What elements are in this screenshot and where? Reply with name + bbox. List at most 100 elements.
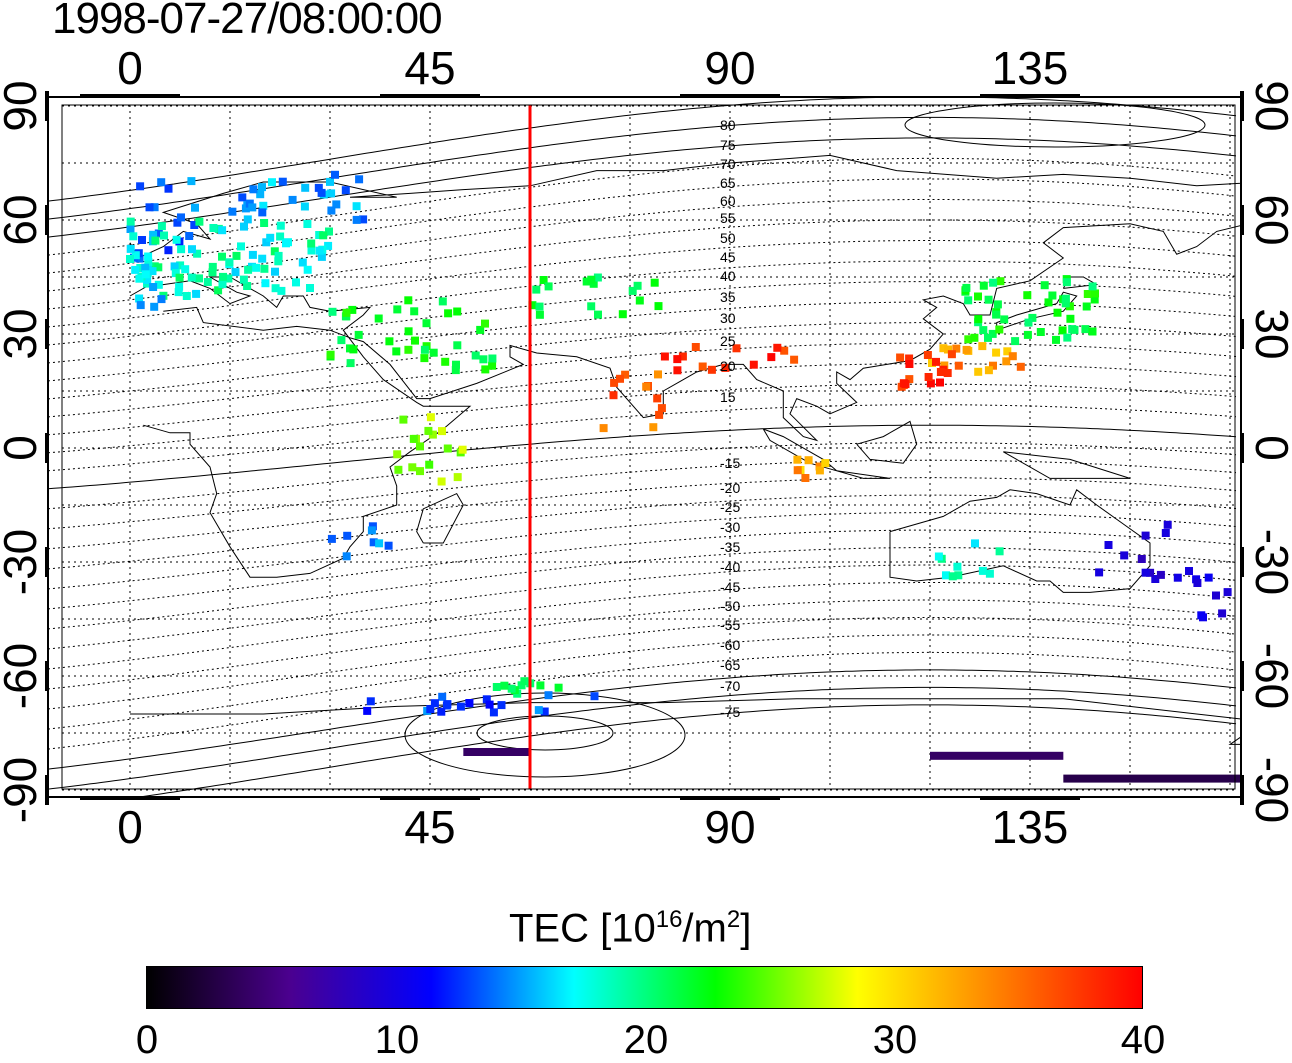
frame-tick — [1240, 433, 1244, 463]
frame-tick — [380, 94, 480, 98]
tec-cell — [404, 296, 412, 304]
latitude-labels-right: 9060300-30-60-90 — [1246, 80, 1292, 823]
tec-cell — [699, 363, 707, 371]
tec-cell — [191, 204, 199, 212]
tec-cell — [651, 279, 659, 287]
magnetic-latitude-label: -65 — [720, 657, 740, 673]
latitude-tick-label: -60 — [1246, 643, 1292, 709]
tec-cell — [444, 309, 452, 317]
magnetic-latitude-contour — [48, 405, 1236, 471]
tec-cell — [204, 278, 212, 286]
tec-cell — [181, 265, 189, 273]
tec-cell — [653, 394, 661, 402]
colorbar-tick-label: 30 — [873, 1018, 918, 1063]
tec-cell — [924, 351, 932, 359]
coastline — [837, 471, 890, 479]
tec-cell — [149, 283, 157, 291]
tec-cell — [129, 232, 137, 240]
magnetic-latitude-label: -55 — [720, 617, 740, 633]
tec-cell — [805, 456, 813, 464]
tec-cell — [995, 326, 1003, 334]
tec-cell — [136, 182, 144, 190]
tec-cell — [355, 175, 363, 183]
colorbar-tick-label: 0 — [136, 1018, 158, 1063]
magnetic-latitude-contour — [48, 117, 1236, 219]
tec-cell — [1205, 574, 1213, 582]
magnetic-latitude-contour — [48, 530, 1236, 609]
longitude-tick-label: 90 — [704, 42, 755, 94]
tec-cell — [587, 276, 595, 284]
tec-cell — [486, 701, 494, 709]
tec-cell — [219, 273, 227, 281]
tec-cell — [443, 700, 451, 708]
tec-data-cells — [126, 163, 1292, 783]
tec-cell — [1009, 352, 1017, 360]
tec-cell — [1025, 319, 1033, 327]
tec-cell — [438, 478, 446, 486]
tec-cell — [974, 315, 982, 323]
tec-cell — [277, 222, 285, 230]
tec-cell — [160, 232, 168, 240]
tec-cell — [1045, 298, 1053, 306]
tec-cell — [1000, 315, 1008, 323]
tec-cell — [282, 239, 290, 247]
tec-cell — [375, 539, 383, 547]
tec-cell — [256, 190, 264, 198]
tec-cell — [902, 380, 910, 388]
tec-cell — [793, 456, 801, 464]
tec-cell — [1071, 326, 1079, 334]
coastline — [130, 687, 1292, 744]
frame-tick — [380, 796, 480, 800]
tec-cell — [252, 264, 260, 272]
tec-cell — [1193, 579, 1201, 587]
tec-cell — [1174, 574, 1182, 582]
tec-cell — [1052, 336, 1060, 344]
tec-cell — [441, 358, 449, 366]
tec-cell — [244, 266, 252, 274]
tec-cell — [237, 242, 245, 250]
tec-cell — [1197, 611, 1205, 619]
tec-cell — [1023, 291, 1031, 299]
tec-cell — [479, 355, 487, 363]
tec-cell — [673, 366, 681, 374]
tec-cell — [392, 347, 400, 355]
tec-cell — [992, 349, 1000, 357]
magnetic-latitude-label: -60 — [720, 637, 740, 653]
tec-cell — [1162, 529, 1170, 537]
magnetic-latitude-contour — [48, 652, 1236, 749]
tec-cell — [353, 202, 361, 210]
tec-cell — [896, 354, 904, 362]
frame-tick — [1240, 661, 1244, 691]
tec-cell — [708, 366, 716, 374]
tec-cell — [275, 252, 283, 260]
tec-cell — [158, 222, 166, 230]
tec-cell — [209, 224, 217, 232]
tec-cell — [342, 186, 350, 194]
tec-cell — [258, 255, 266, 263]
tec-cell — [453, 341, 461, 349]
tec-cell — [463, 748, 530, 756]
tec-cell — [233, 252, 241, 260]
tec-cell — [126, 255, 134, 263]
tec-cell — [329, 308, 337, 316]
tec-cell — [138, 236, 146, 244]
magnetic-latitude-label: -70 — [720, 678, 740, 694]
magnetic-latitude-label: 55 — [720, 210, 736, 226]
tec-cell — [1271, 595, 1279, 603]
tec-cell — [375, 315, 383, 323]
tec-cell — [439, 297, 447, 305]
tec-cell — [1084, 290, 1092, 298]
magnetic-latitude-label: -75 — [720, 704, 740, 720]
tec-cell — [416, 467, 424, 475]
tec-cell — [410, 435, 418, 443]
tec-cell — [984, 334, 992, 342]
tec-cell — [183, 292, 191, 300]
tec-cell — [536, 311, 544, 319]
tec-cell — [629, 287, 637, 295]
tec-cell — [165, 185, 173, 193]
longitude-tick-label: 135 — [992, 801, 1069, 853]
magnetic-latitude-contour — [48, 384, 1236, 453]
tec-cell — [326, 178, 334, 186]
tec-cell — [127, 218, 135, 226]
tec-cell — [508, 685, 516, 693]
